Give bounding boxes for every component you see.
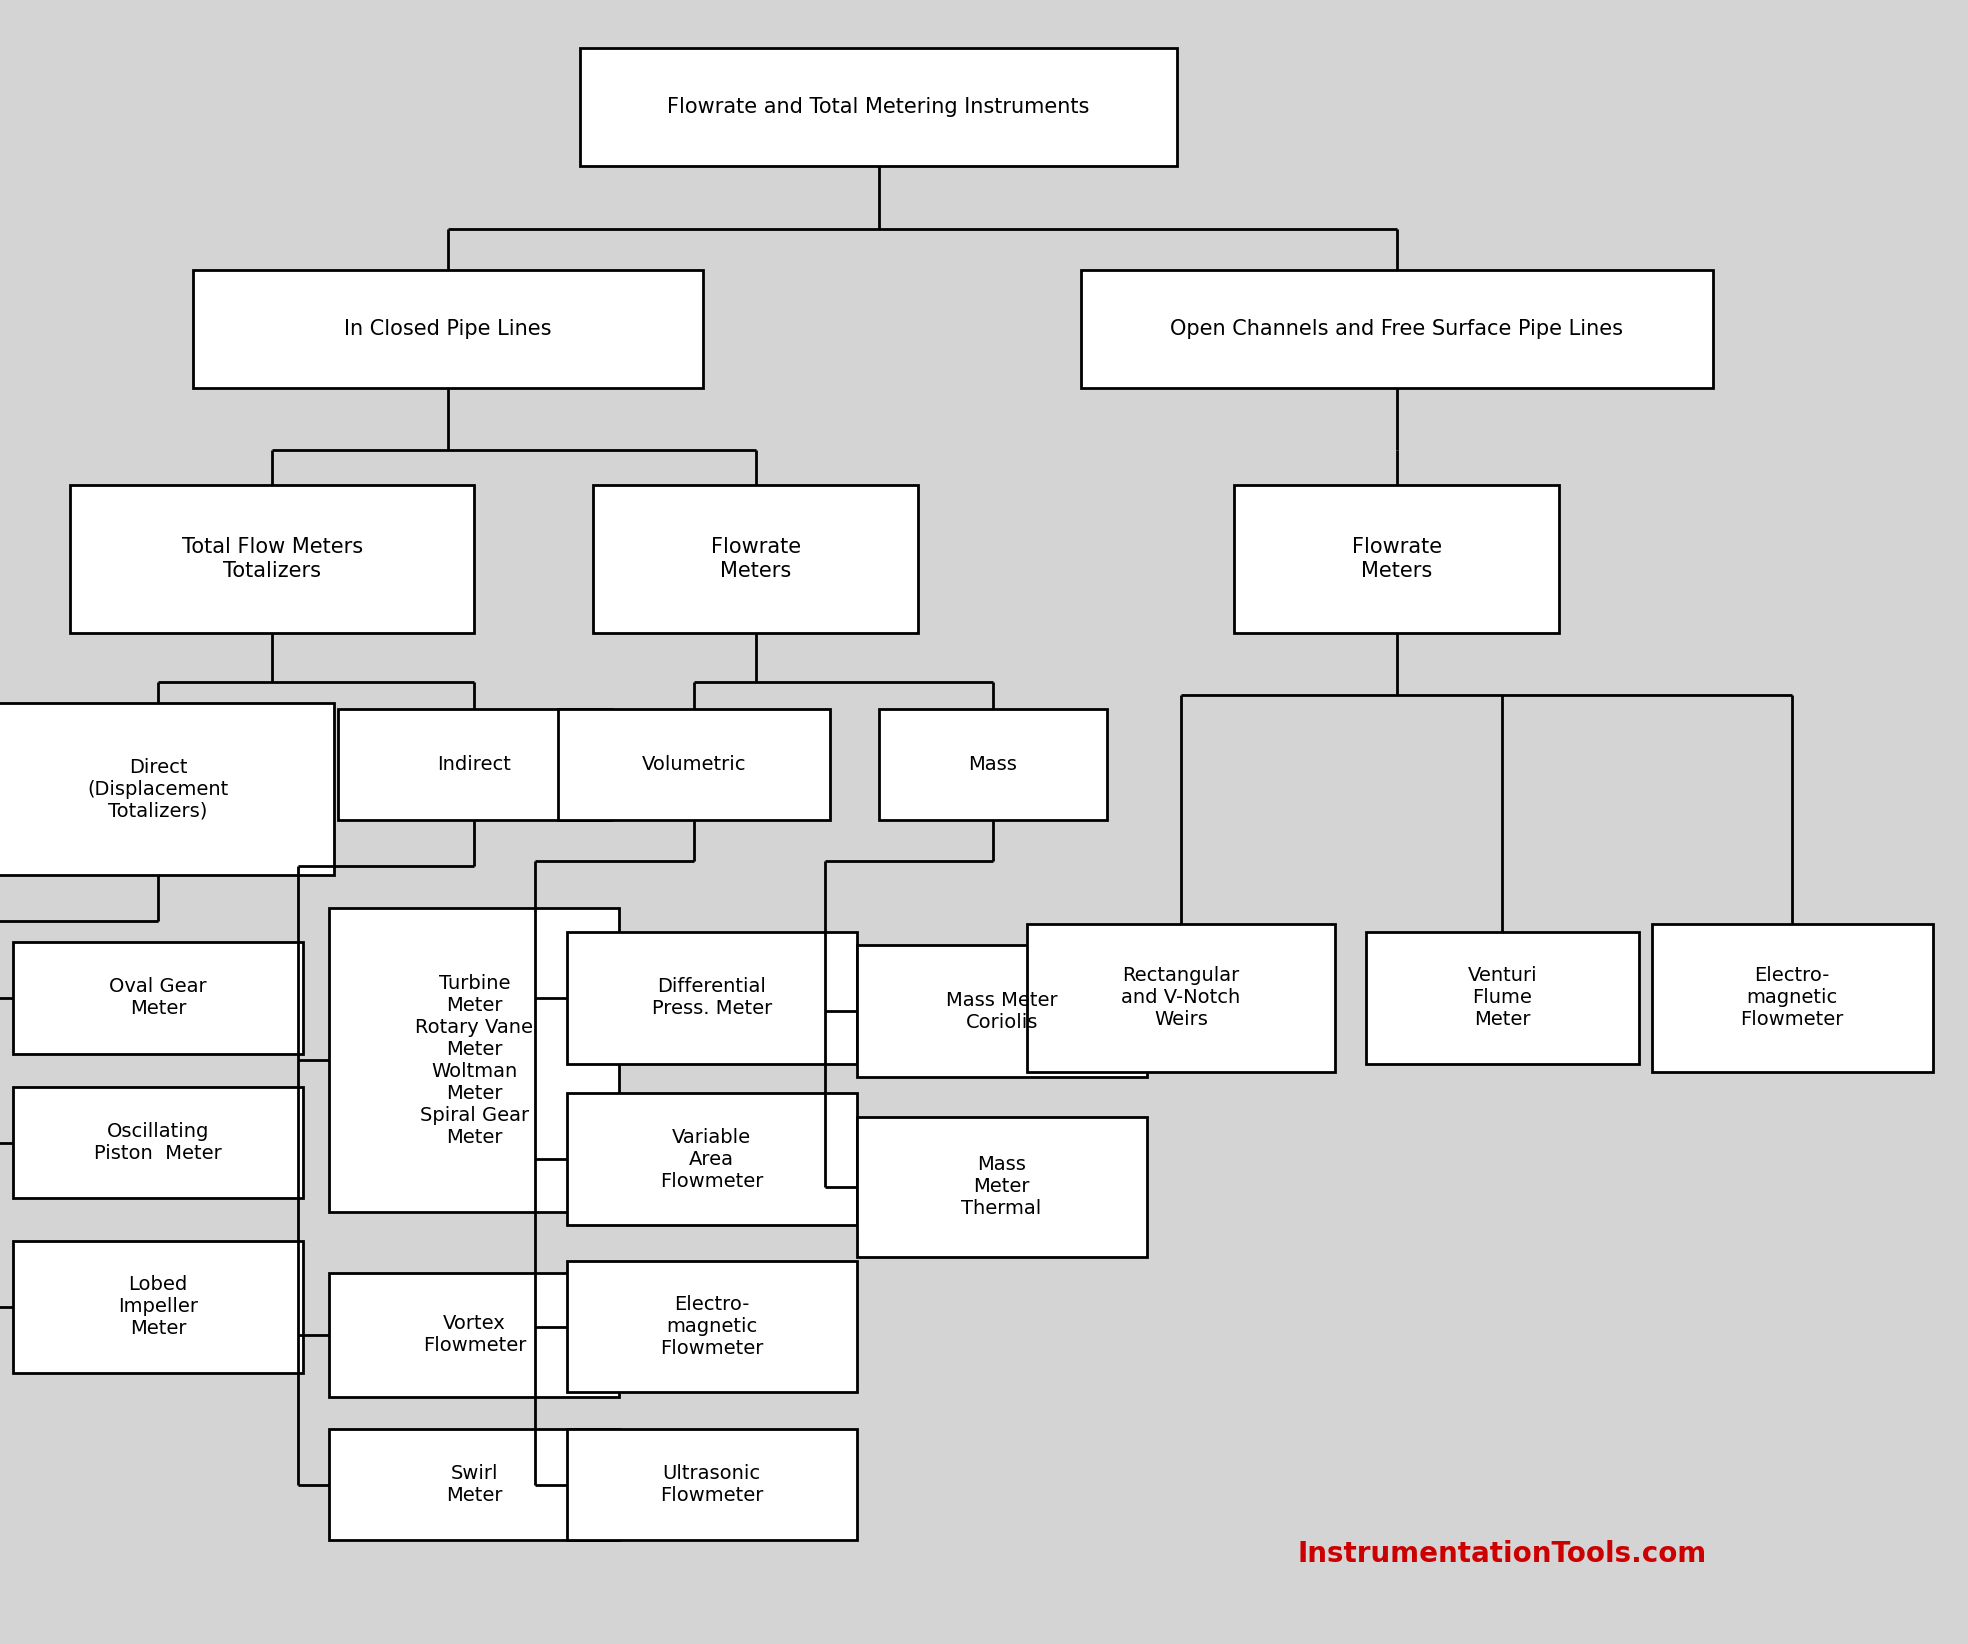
FancyBboxPatch shape: [14, 942, 303, 1054]
FancyBboxPatch shape: [1651, 924, 1933, 1072]
Text: Rectangular
and V-Notch
Weirs: Rectangular and V-Notch Weirs: [1122, 967, 1240, 1029]
Text: Differential
Press. Meter: Differential Press. Meter: [651, 978, 771, 1018]
FancyBboxPatch shape: [856, 1118, 1147, 1256]
Text: Venturi
Flume
Meter: Venturi Flume Meter: [1468, 967, 1537, 1029]
Text: Ultrasonic
Flowmeter: Ultrasonic Flowmeter: [659, 1465, 764, 1504]
Text: Total Flow Meters
Totalizers: Total Flow Meters Totalizers: [181, 538, 362, 580]
Text: Mass Meter
Coriolis: Mass Meter Coriolis: [947, 991, 1057, 1031]
FancyBboxPatch shape: [329, 1272, 620, 1397]
FancyBboxPatch shape: [567, 1093, 856, 1225]
FancyBboxPatch shape: [14, 1241, 303, 1373]
FancyBboxPatch shape: [0, 704, 335, 875]
FancyBboxPatch shape: [193, 270, 703, 388]
FancyBboxPatch shape: [1234, 485, 1559, 633]
FancyBboxPatch shape: [567, 1261, 856, 1392]
Text: Direct
(Displacement
Totalizers): Direct (Displacement Totalizers): [87, 758, 228, 820]
FancyBboxPatch shape: [1366, 932, 1639, 1064]
Text: Mass: Mass: [968, 755, 1017, 774]
Text: Turbine
Meter
Rotary Vane
Meter
Woltman
Meter
Spiral Gear
Meter: Turbine Meter Rotary Vane Meter Woltman …: [415, 973, 533, 1148]
Text: Flowrate
Meters: Flowrate Meters: [1352, 538, 1443, 580]
FancyBboxPatch shape: [567, 1429, 856, 1540]
FancyBboxPatch shape: [878, 709, 1106, 820]
Text: Oscillating
Piston  Meter: Oscillating Piston Meter: [94, 1123, 222, 1162]
Text: Mass
Meter
Thermal: Mass Meter Thermal: [962, 1156, 1041, 1218]
FancyBboxPatch shape: [329, 1429, 620, 1540]
Text: Swirl
Meter: Swirl Meter: [447, 1465, 502, 1504]
Text: InstrumentationTools.com: InstrumentationTools.com: [1297, 1539, 1706, 1568]
Text: In Closed Pipe Lines: In Closed Pipe Lines: [344, 319, 551, 339]
Text: Oval Gear
Meter: Oval Gear Meter: [110, 978, 207, 1018]
FancyBboxPatch shape: [71, 485, 474, 633]
FancyBboxPatch shape: [567, 932, 856, 1064]
Text: Flowrate and Total Metering Instruments: Flowrate and Total Metering Instruments: [667, 97, 1090, 117]
FancyBboxPatch shape: [581, 48, 1177, 166]
Text: Flowrate
Meters: Flowrate Meters: [710, 538, 801, 580]
FancyBboxPatch shape: [856, 945, 1147, 1077]
FancyBboxPatch shape: [1080, 270, 1714, 388]
Text: Electro-
magnetic
Flowmeter: Electro- magnetic Flowmeter: [659, 1295, 764, 1358]
Text: Open Channels and Free Surface Pipe Lines: Open Channels and Free Surface Pipe Line…: [1171, 319, 1624, 339]
Text: Volumetric: Volumetric: [642, 755, 746, 774]
Text: Electro-
magnetic
Flowmeter: Electro- magnetic Flowmeter: [1740, 967, 1844, 1029]
FancyBboxPatch shape: [592, 485, 919, 633]
FancyBboxPatch shape: [1027, 924, 1334, 1072]
Text: Lobed
Impeller
Meter: Lobed Impeller Meter: [118, 1276, 199, 1338]
Text: Vortex
Flowmeter: Vortex Flowmeter: [423, 1315, 525, 1355]
FancyBboxPatch shape: [338, 709, 610, 820]
FancyBboxPatch shape: [557, 709, 830, 820]
FancyBboxPatch shape: [14, 1087, 303, 1198]
FancyBboxPatch shape: [329, 907, 620, 1213]
Text: Variable
Area
Flowmeter: Variable Area Flowmeter: [659, 1128, 764, 1190]
Text: Indirect: Indirect: [437, 755, 512, 774]
